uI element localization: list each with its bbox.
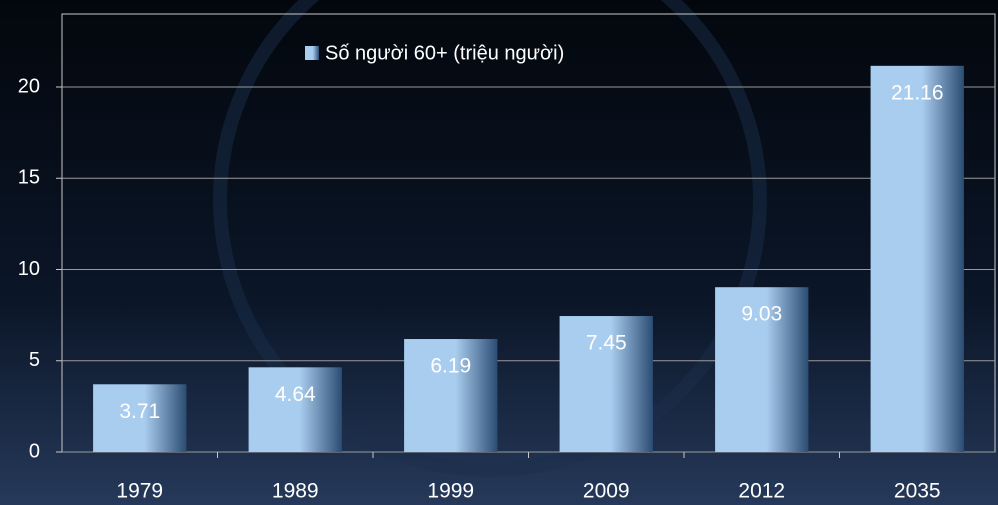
y-tick-label: 0 xyxy=(29,440,40,462)
x-tick-label: 2035 xyxy=(894,480,941,503)
bar xyxy=(249,367,342,452)
x-tick-label: 1979 xyxy=(116,480,163,503)
data-label: 7.45 xyxy=(586,332,627,355)
y-tick-label: 5 xyxy=(29,349,40,371)
chart: 0 5 10 15 20 Số người 60+ (triệu người) 1979 3.… xyxy=(0,0,998,505)
legend-label: Số người 60+ (triệu người) xyxy=(325,42,564,64)
data-label: 4.64 xyxy=(275,383,316,406)
data-label: 3.71 xyxy=(119,400,160,423)
x-tick-label: 2009 xyxy=(583,480,630,503)
data-label: 9.03 xyxy=(741,303,782,326)
x-tick-label: 1989 xyxy=(272,480,319,503)
x-tick-label: 2012 xyxy=(738,480,785,503)
y-tick-label: 15 xyxy=(18,167,40,189)
data-label: 6.19 xyxy=(430,355,471,378)
bar xyxy=(871,66,964,452)
y-tick-label: 20 xyxy=(18,75,40,97)
y-tick-label: 10 xyxy=(18,258,40,280)
legend-swatch xyxy=(305,46,319,60)
data-label: 21.16 xyxy=(891,81,944,104)
x-tick-label: 1999 xyxy=(427,480,474,503)
